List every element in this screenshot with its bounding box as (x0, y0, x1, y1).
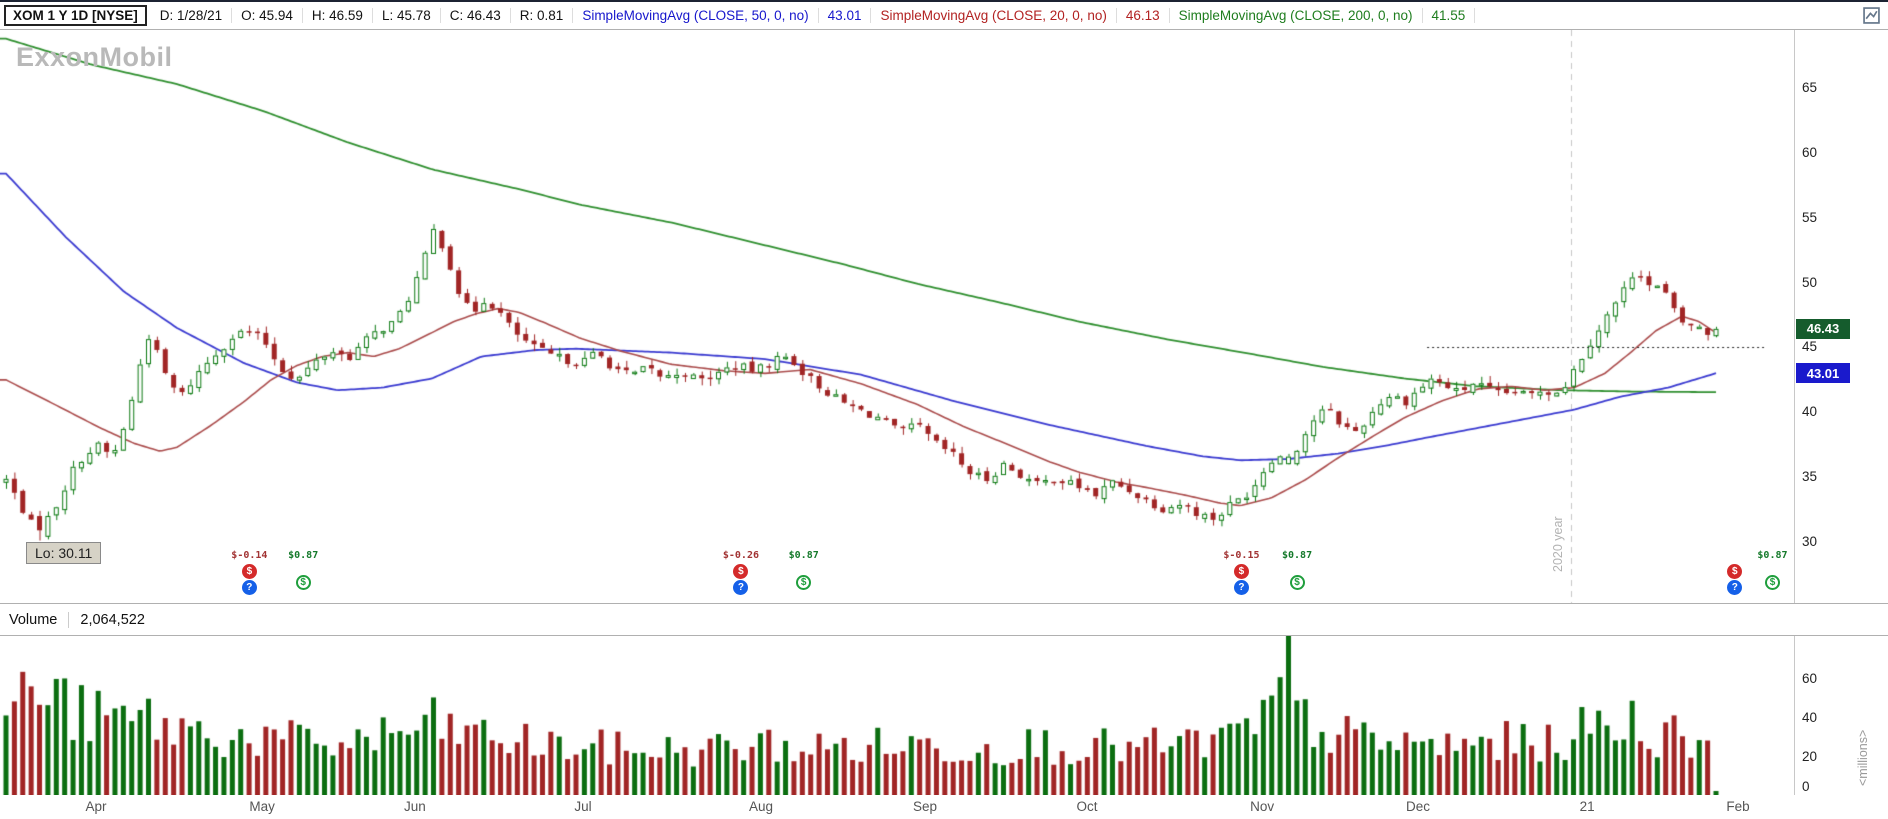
event-group-earnings: $-0.14 $? (225, 550, 273, 595)
volume-panel[interactable]: 60 40 20 0 <millions> (0, 636, 1888, 795)
field-l: L: 45.78 (372, 8, 441, 23)
time-tick-sep: Sep (912, 799, 937, 814)
volume-chart-canvas[interactable] (0, 636, 1795, 795)
volume-tick: 20 (1802, 749, 1818, 765)
event-group-dividend: $0.87 $ (780, 550, 828, 590)
event-group-earnings: $-0.26 $? (717, 550, 765, 595)
volume-tick: 0 (1802, 779, 1810, 794)
question-icon[interactable]: ? (241, 580, 257, 595)
event-group-dividend: $0.87 $ (1748, 550, 1796, 590)
indicator-name-2[interactable]: SimpleMovingAvg (CLOSE, 200, 0, no) (1169, 8, 1423, 23)
earnings-icon[interactable]: $ (733, 564, 749, 579)
indicator-name-0[interactable]: SimpleMovingAvg (CLOSE, 50, 0, no) (573, 8, 819, 23)
field-c: C: 46.43 (440, 8, 511, 23)
time-tick-oct: Oct (1076, 799, 1098, 814)
time-tick-apr: Apr (85, 799, 107, 814)
indicator-value-1: 46.13 (1116, 8, 1170, 23)
indicator-value-0: 43.01 (818, 8, 872, 23)
time-tick-dec: Dec (1405, 799, 1430, 814)
ohlc-fields: D: 1/28/21 O: 45.94 H: 46.59 L: 45.78 C: 46.… (150, 8, 574, 23)
time-tick-21: 21 (1579, 799, 1595, 814)
price-panel[interactable]: ExxonMobil Lo: 30.11 2020 year $-0.14 $? $… (0, 30, 1888, 604)
volume-label[interactable]: Volume (9, 611, 70, 628)
time-tick-aug: Aug (748, 799, 774, 814)
chart-header: XOM 1 Y 1D [NYSE] D: 1/28/21 O: 45.94 H: 4… (0, 0, 1888, 30)
dividend-icon[interactable]: $ (1764, 575, 1780, 590)
earnings-icon[interactable]: $ (1727, 564, 1743, 579)
price-tick: 45 (1802, 339, 1818, 355)
chart-tools-icon[interactable] (1863, 7, 1880, 24)
earnings-icon[interactable]: $ (241, 564, 257, 579)
time-tick-jul: Jul (574, 799, 592, 814)
indicator-fields: SimpleMovingAvg (CLOSE, 50, 0, no) 43.01 S… (573, 8, 1476, 23)
price-chart-canvas[interactable] (0, 30, 1795, 603)
time-tick-feb: Feb (1726, 799, 1750, 814)
price-tick: 55 (1802, 209, 1818, 225)
symbol-title[interactable]: XOM 1 Y 1D [NYSE] (4, 5, 147, 26)
price-tick: 65 (1802, 80, 1818, 95)
volume-tick: 40 (1802, 710, 1818, 726)
field-d: D: 1/28/21 (150, 8, 233, 23)
event-label: $0.87 (288, 550, 319, 561)
field-h: H: 46.59 (302, 8, 373, 23)
dividend-icon[interactable]: $ (796, 575, 812, 590)
field-r: R: 0.81 (510, 8, 574, 23)
time-axis[interactable]: Apr May Jun Jul Aug Sep Oct Nov Dec 21 Feb (0, 795, 1888, 819)
question-icon[interactable]: ? (733, 580, 749, 595)
volume-value: 2,064,522 (80, 611, 145, 628)
price-tick: 50 (1802, 274, 1818, 290)
earnings-icon[interactable]: $ (1233, 564, 1249, 579)
price-tick: 40 (1802, 404, 1818, 420)
sma50-price-label: 43.01 (1796, 363, 1850, 384)
event-label: $0.87 (1757, 550, 1788, 561)
price-tick: 35 (1802, 469, 1818, 485)
volume-axis-unit: <millions> (1856, 729, 1870, 786)
event-label: $-0.26 (722, 550, 759, 561)
low-of-range-label: Lo: 30.11 (26, 542, 102, 564)
last-price-label: 46.43 (1796, 318, 1850, 339)
volume-header: Volume 2,064,522 (0, 604, 1888, 636)
event-label: $0.87 (1281, 550, 1313, 561)
question-icon[interactable]: ? (1727, 580, 1743, 595)
indicator-name-1[interactable]: SimpleMovingAvg (CLOSE, 20, 0, no) (871, 8, 1117, 23)
mini-chart-icon (1863, 7, 1880, 24)
price-tick: 60 (1802, 144, 1818, 160)
volume-tick: 60 (1802, 671, 1818, 687)
time-tick-nov: Nov (1250, 799, 1275, 814)
question-icon[interactable]: ? (1233, 580, 1249, 595)
event-group-earnings: $? (1711, 550, 1759, 595)
field-o: O: 45.94 (232, 8, 303, 23)
time-tick-jun: Jun (404, 799, 426, 814)
year-divider-label: 2020 year (1551, 516, 1565, 572)
indicator-value-2: 41.55 (1422, 8, 1476, 23)
event-group-dividend: $0.87 $ (1273, 550, 1321, 590)
event-label: $-0.14 (231, 550, 268, 561)
event-label: $-0.15 (1223, 550, 1260, 561)
dividend-icon[interactable]: $ (295, 575, 311, 590)
time-tick-may: May (249, 799, 275, 814)
event-group-dividend: $0.87 $ (279, 550, 327, 590)
dividend-icon[interactable]: $ (1289, 575, 1305, 590)
event-group-earnings: $-0.15 $? (1217, 550, 1265, 595)
event-label: $0.87 (788, 550, 819, 561)
price-tick: 30 (1802, 533, 1818, 549)
watermark-logo: ExxonMobil (16, 42, 173, 72)
